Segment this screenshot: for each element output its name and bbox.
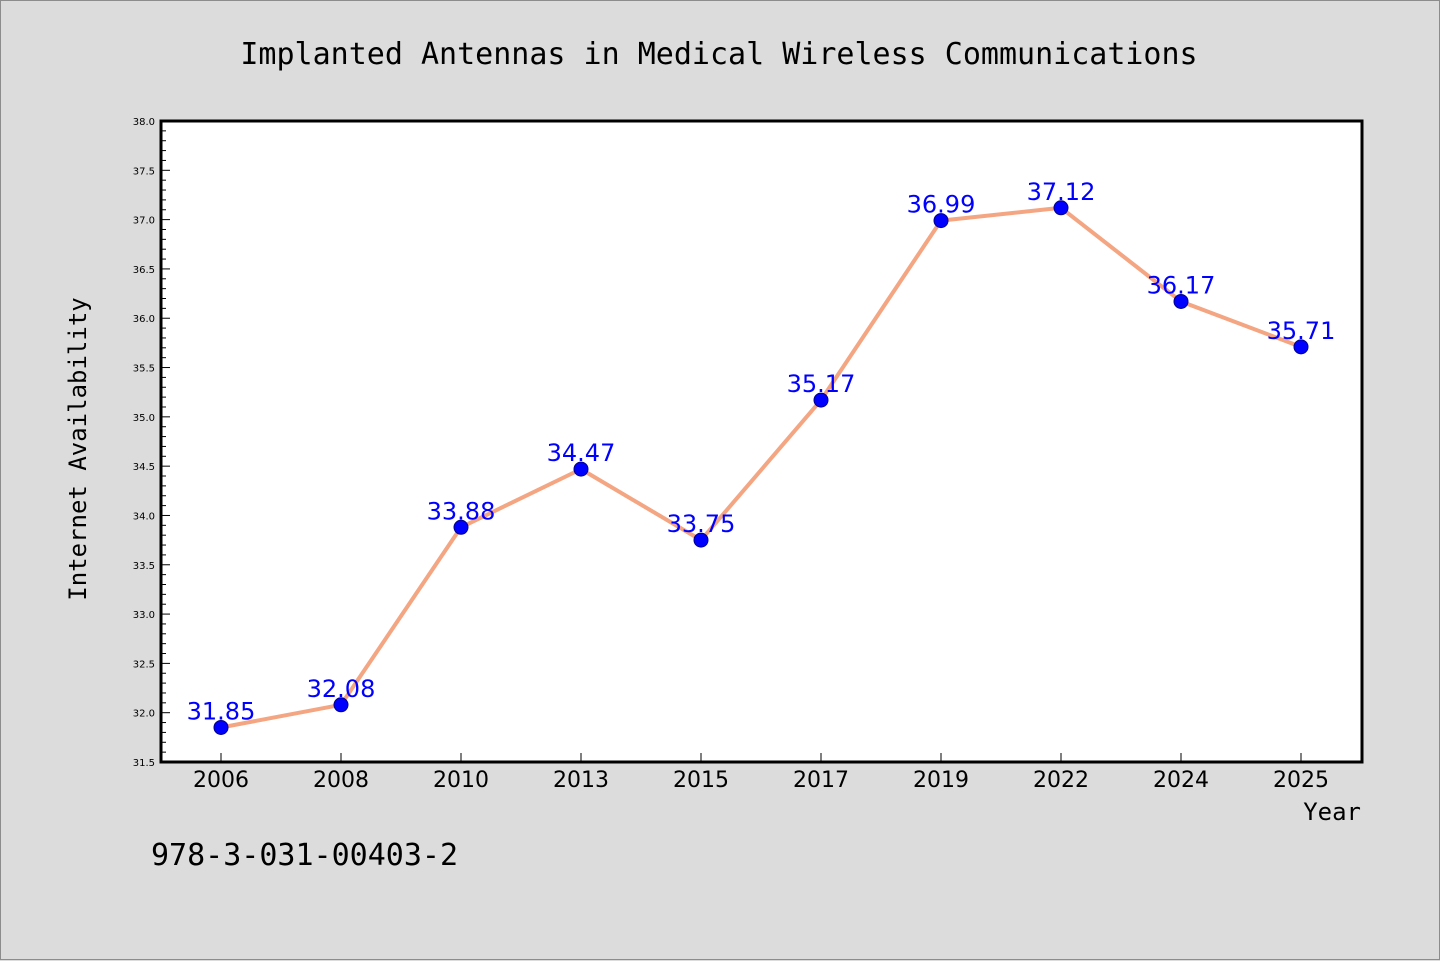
y-tick-label: 34.5 — [133, 462, 155, 473]
y-axis-label: Internet Availability — [64, 297, 92, 600]
data-point-marker — [213, 719, 229, 735]
x-tick-label: 2008 — [313, 768, 369, 793]
y-tick-label: 33.0 — [133, 610, 155, 621]
series-line — [220, 205, 1302, 730]
data-point-label: 33.75 — [667, 510, 736, 538]
x-tick-label: 2025 — [1273, 768, 1329, 793]
data-point-label: 31.85 — [187, 697, 256, 725]
y-tick-label: 35.5 — [133, 364, 155, 375]
data-point-marker — [333, 697, 349, 713]
data-point-marker — [453, 519, 469, 535]
data-labels: 31.85 32.08 33.88 34.47 33.75 35.17 36.99 37.12… — [187, 178, 1336, 726]
data-point-label: 37.12 — [1027, 178, 1096, 206]
x-tick-label: 2006 — [193, 768, 249, 793]
chart-title: Implanted Antennas in Medical Wireless C… — [240, 37, 1197, 72]
data-point-label: 32.08 — [307, 675, 376, 703]
x-tick-label: 2010 — [433, 768, 489, 793]
y-tick-label: 37.5 — [133, 166, 155, 177]
y-tick-label: 34.0 — [133, 511, 155, 522]
data-point-label: 34.47 — [547, 439, 616, 467]
y-tick-label: 37.0 — [133, 216, 155, 227]
data-point-label: 36.17 — [1147, 271, 1216, 299]
series-markers — [213, 200, 1309, 735]
y-tick-label: 32.0 — [133, 709, 155, 720]
data-point-label: 36.99 — [907, 191, 976, 219]
x-tick-label: 2013 — [553, 768, 609, 793]
data-point-label: 33.88 — [427, 497, 496, 525]
x-tick-label: 2022 — [1033, 768, 1089, 793]
y-tick-label: 36.5 — [133, 265, 155, 276]
y-tick-label: 36.0 — [133, 314, 155, 325]
data-point-marker — [1053, 200, 1069, 216]
x-tick-label: 2015 — [673, 768, 729, 793]
data-point-label: 35.71 — [1267, 317, 1336, 345]
data-point-marker — [813, 392, 829, 408]
data-point-marker — [693, 532, 709, 548]
data-point-marker — [1293, 339, 1309, 355]
y-tick-label: 32.5 — [133, 659, 155, 670]
data-point-marker — [933, 213, 949, 229]
x-axis-label: Year — [1303, 798, 1361, 826]
plot-area — [159, 119, 1364, 764]
data-point-marker — [1173, 293, 1189, 309]
y-tick-label: 35.0 — [133, 413, 155, 424]
y-tick-label: 38.0 — [133, 117, 155, 128]
y-axis: 31.5 32.0 32.5 33.0 33.5 34.0 34.5 35.0 35.5 36.0… — [133, 117, 170, 769]
y-tick-label: 33.5 — [133, 561, 155, 572]
x-tick-label: 2024 — [1153, 768, 1209, 793]
y-tick-label: 31.5 — [133, 758, 155, 769]
data-point-label: 35.17 — [787, 370, 856, 398]
x-axis: 2006 2008 2010 2013 2015 2017 2019 2022 2024 2025 — [193, 753, 1329, 793]
x-tick-label: 2017 — [793, 768, 849, 793]
isbn-annotation: 978-3-031-00403-2 — [151, 838, 458, 873]
data-point-marker — [573, 461, 589, 477]
x-tick-label: 2019 — [913, 768, 969, 793]
